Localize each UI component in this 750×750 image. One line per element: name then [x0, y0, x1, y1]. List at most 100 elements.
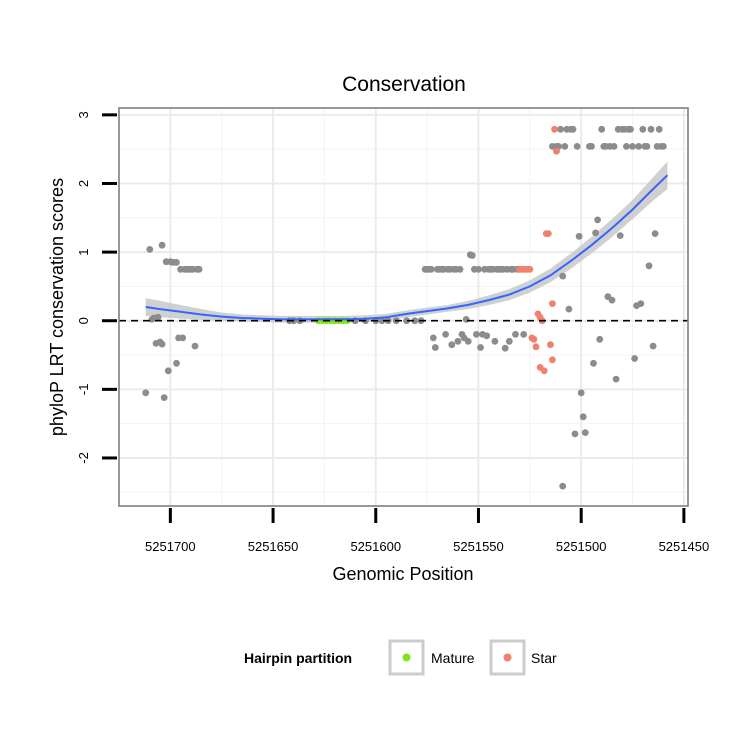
- data-point-other: [655, 125, 663, 133]
- data-point-other: [142, 389, 150, 397]
- y-axis-title: phyloP LRT conservation scores: [47, 178, 67, 436]
- data-point-other: [491, 337, 499, 345]
- legend-key-star: [489, 639, 526, 676]
- legend-item-star: Star: [489, 639, 557, 676]
- data-point-other: [612, 375, 620, 383]
- data-point-star: [549, 356, 556, 364]
- data-point-other: [561, 143, 569, 150]
- data-point-star: [551, 125, 558, 133]
- y-tick-label: 3: [76, 111, 91, 118]
- data-point-other: [158, 241, 166, 249]
- y-tick-label: 0: [76, 317, 91, 324]
- data-point-other: [651, 230, 659, 238]
- data-point-other: [577, 389, 585, 397]
- data-point-other: [431, 344, 439, 351]
- data-point-other: [512, 331, 519, 338]
- data-point-star: [547, 341, 554, 349]
- data-point-other: [501, 344, 509, 352]
- data-point-other: [565, 305, 573, 313]
- data-point-other: [598, 125, 606, 133]
- data-point-other: [505, 337, 513, 345]
- y-tick-label: 2: [76, 180, 91, 187]
- data-point-other: [660, 143, 667, 150]
- data-point-other: [146, 246, 154, 253]
- data-point-other: [520, 331, 528, 338]
- data-point-other: [610, 143, 618, 150]
- legend-label-mature: Mature: [431, 650, 475, 666]
- data-point-other: [579, 413, 587, 421]
- y-tick-label: -1: [76, 384, 91, 396]
- data-point-other: [442, 331, 449, 338]
- legend: Hairpin partition Mature Star: [244, 639, 557, 676]
- panel-border: [118, 107, 689, 507]
- y-axis: -2 -1 0 1 2 3: [76, 111, 117, 464]
- data-point-other: [473, 331, 480, 338]
- data-point-other: [475, 265, 482, 273]
- legend-item-mature: Mature: [388, 639, 475, 676]
- legend-label-star: Star: [531, 650, 557, 666]
- x-tick-label: 5251500: [556, 539, 607, 554]
- x-tick-label: 5251550: [453, 539, 504, 554]
- x-tick-label: 5251650: [248, 539, 299, 554]
- data-point-other: [173, 359, 180, 367]
- data-point-other: [160, 394, 168, 401]
- points-layer: [142, 125, 667, 490]
- x-tick-label: 5251700: [145, 539, 196, 554]
- data-point-other: [154, 313, 162, 321]
- data-point-star: [553, 147, 560, 155]
- data-point-star: [526, 265, 534, 273]
- data-point-other: [647, 125, 655, 133]
- data-point-other: [158, 340, 166, 348]
- data-point-other: [179, 334, 187, 342]
- smooth-line-layer: [145, 174, 669, 321]
- y-tick-label: -2: [76, 452, 91, 464]
- data-point-other: [557, 125, 564, 133]
- data-point-other: [448, 341, 456, 349]
- panel: [118, 107, 689, 507]
- data-point-other: [191, 342, 199, 350]
- data-point-other: [378, 317, 386, 325]
- data-point-other: [456, 265, 464, 273]
- data-point-other: [427, 265, 435, 273]
- x-tick-label: 5251600: [350, 539, 401, 554]
- data-point-other: [643, 143, 651, 150]
- y-tick-label: 1: [76, 248, 91, 255]
- data-point-other: [635, 143, 643, 150]
- data-point-other: [645, 262, 653, 270]
- data-point-other: [454, 337, 462, 345]
- gridlines: [119, 108, 688, 506]
- legend-dot-mature: [402, 653, 411, 662]
- data-point-other: [173, 259, 180, 266]
- data-point-other: [483, 332, 491, 340]
- chart-title: Conservation: [342, 73, 466, 96]
- data-point-other: [629, 143, 636, 150]
- data-point-other: [477, 344, 484, 351]
- data-point-other: [639, 125, 647, 133]
- data-point-other: [559, 482, 567, 490]
- data-point-other: [464, 337, 472, 345]
- data-point-other: [569, 125, 577, 133]
- data-point-star: [532, 343, 540, 351]
- data-point-other: [596, 335, 604, 343]
- x-tick-label: 5251450: [659, 539, 710, 554]
- x-axis: 5251700 5251650 5251600 5251550 5251500 52514…: [145, 508, 709, 554]
- data-point-other: [581, 429, 589, 436]
- legend-title: Hairpin partition: [244, 650, 352, 666]
- legend-dot-star: [503, 653, 512, 662]
- data-point-other: [195, 265, 203, 273]
- data-point-other: [649, 342, 657, 350]
- series-mature: [314, 317, 351, 325]
- data-point-other: [468, 252, 476, 259]
- data-point-other: [462, 316, 470, 323]
- data-point-star: [540, 367, 548, 375]
- data-point-other: [559, 272, 567, 280]
- data-point-other: [637, 300, 645, 307]
- data-point-other: [164, 367, 172, 375]
- data-point-other: [411, 317, 419, 325]
- data-point-other: [573, 143, 581, 150]
- data-point-other: [403, 317, 410, 325]
- data-point-other: [631, 355, 638, 362]
- data-point-other: [429, 334, 437, 342]
- data-point-other: [616, 232, 624, 240]
